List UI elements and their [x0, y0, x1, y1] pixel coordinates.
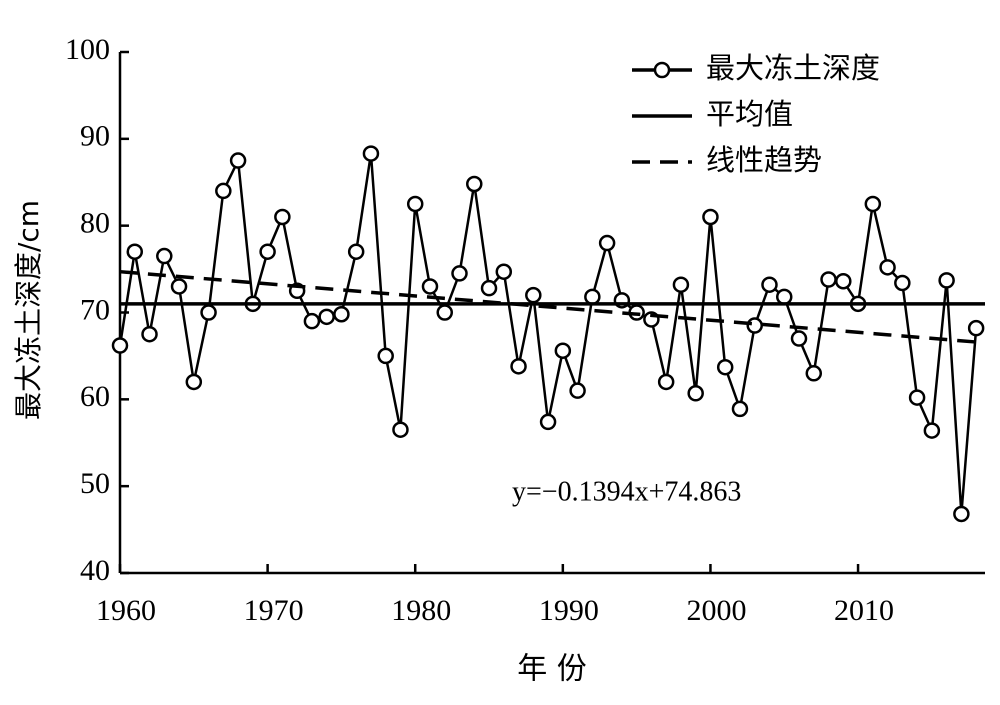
point: [436, 304, 453, 321]
y-tick-label: 90: [80, 120, 110, 153]
point: [274, 208, 291, 226]
point: [687, 385, 704, 402]
point: [967, 319, 985, 337]
legend-label: 平均值: [706, 97, 793, 131]
y-axis-label: 最大冻土深度/cm: [12, 200, 45, 420]
point: [805, 365, 823, 382]
point: [480, 279, 498, 297]
x-tick-label: 1980: [391, 594, 451, 627]
point: [938, 272, 955, 289]
point: [716, 358, 734, 376]
point: [185, 373, 203, 391]
point: [510, 358, 527, 375]
y-tick-label: 40: [80, 554, 110, 587]
point: [333, 305, 350, 323]
x-tick-label: 2010: [834, 594, 894, 627]
point: [598, 234, 616, 252]
point: [923, 422, 941, 439]
point: [746, 317, 763, 334]
point: [200, 304, 217, 321]
point: [761, 276, 778, 293]
point: [466, 175, 483, 193]
point: [318, 308, 335, 326]
point: [539, 413, 557, 431]
x-tick-label: 1970: [244, 594, 304, 627]
point: [215, 182, 232, 200]
point: [170, 278, 188, 295]
point: [702, 208, 719, 226]
y-tick-label: 50: [80, 467, 110, 500]
point: [953, 505, 970, 523]
point: [421, 278, 439, 295]
point: [451, 265, 468, 282]
point: [377, 347, 394, 365]
point: [657, 373, 675, 391]
x-axis-label: 年 份: [517, 652, 587, 687]
point: [731, 400, 749, 418]
point: [362, 145, 380, 162]
legend-label: 线性趋势: [706, 143, 822, 177]
point: [141, 325, 158, 343]
point: [672, 276, 690, 293]
point: [392, 421, 409, 438]
series-line: [118, 153, 978, 515]
point: [894, 274, 911, 292]
point: [775, 288, 793, 306]
point: [259, 243, 276, 260]
point: [879, 259, 896, 276]
point: [303, 312, 321, 330]
point: [495, 263, 513, 280]
legend-marker: [653, 61, 671, 79]
point: [229, 152, 247, 169]
y-tick-label: 60: [80, 380, 110, 413]
point: [111, 337, 129, 354]
point: [156, 247, 173, 265]
point: [554, 342, 572, 359]
point: [525, 286, 542, 304]
point: [569, 382, 586, 399]
y-tick-label: 70: [80, 293, 110, 326]
x-tick-label: 1990: [539, 594, 599, 627]
point: [820, 271, 837, 288]
point: [347, 243, 365, 260]
series-line: [119, 269, 977, 344]
point: [908, 389, 926, 406]
x-tick-label: 1960: [96, 594, 156, 627]
point: [584, 288, 601, 306]
y-tick-label: 100: [65, 33, 110, 66]
annotation: y=−0.1394x+74.863: [512, 476, 741, 507]
point: [835, 272, 852, 290]
point: [406, 195, 424, 213]
x-tick-label: 2000: [686, 594, 746, 627]
point: [790, 330, 808, 347]
y-tick-label: 80: [80, 207, 110, 240]
point: [864, 195, 882, 213]
point: [126, 243, 144, 260]
legend-label: 最大冻土深度: [706, 51, 880, 85]
